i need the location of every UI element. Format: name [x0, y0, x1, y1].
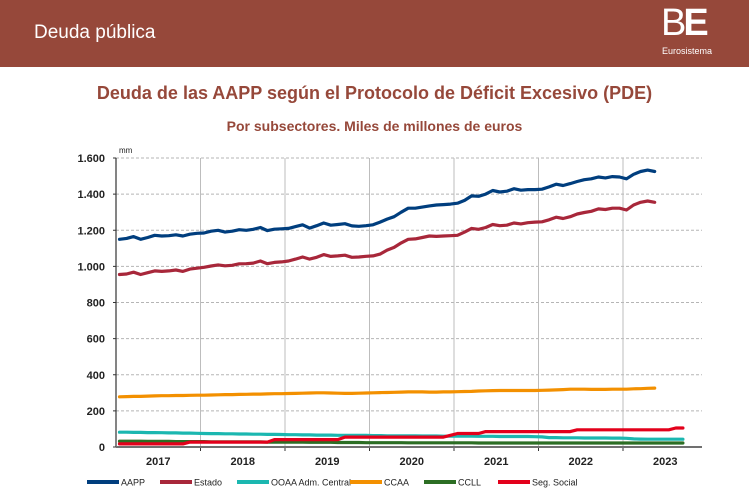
series-line-estado: [117, 199, 657, 277]
x-tick-label: 2023: [653, 456, 677, 468]
legend-item-ooaa-adm-central: OOAA Adm. Central: [237, 478, 351, 488]
legend-item-aapp: AAPP: [87, 478, 145, 488]
x-tick-label: 2017: [146, 456, 170, 468]
legend-item-seg-social: Seg. Social: [498, 478, 578, 488]
legend-item-ccaa: CCAA: [350, 478, 409, 488]
y-axis-unit-label: mm: [119, 146, 133, 155]
legend-label: Seg. Social: [532, 478, 578, 488]
logo-mark: BE: [661, 2, 709, 44]
chart-subtitle: Por subsectores. Miles de millones de eu…: [226, 118, 523, 134]
axes-layer: 0 200 400 600 800 1.000 1.200 1.400 1.600 mm 2017 2…: [77, 146, 702, 468]
legend-label: OOAA Adm. Central: [271, 478, 351, 488]
banco-de-espana-logo: BE Eurosistema: [660, 2, 730, 62]
legend-label: CCAA: [384, 478, 409, 488]
y-tick-label: 400: [87, 370, 105, 382]
x-tick-label: 2020: [400, 456, 424, 468]
series-layer: [117, 168, 685, 446]
legend: AAPP Estado OOAA Adm. Central CCAA CCLL Seg. …: [87, 478, 578, 488]
logo-subtitle: Eurosistema: [662, 46, 713, 56]
series-line-ccaa: [117, 386, 657, 399]
legend-item-estado: Estado: [160, 478, 222, 488]
y-tick-label: 1.400: [77, 189, 105, 201]
x-tick-label: 2019: [315, 456, 339, 468]
y-tick-label: 0: [99, 442, 105, 454]
legend-label: Estado: [194, 478, 222, 488]
x-tick-label: 2018: [231, 456, 255, 468]
y-tick-label: 1.200: [77, 225, 105, 237]
y-tick-label: 600: [87, 334, 105, 346]
y-tick-label: 1.600: [77, 153, 105, 165]
y-tick-label: 800: [87, 298, 105, 310]
chart-title: Deuda de las AAPP según el Protocolo de …: [96, 83, 653, 103]
y-tick-label: 1.000: [77, 261, 105, 273]
series-line-aapp: [117, 168, 657, 241]
series-line-seg-social: [117, 426, 685, 446]
x-tick-label: 2022: [569, 456, 593, 468]
page-title: Deuda pública: [34, 22, 156, 43]
x-tick-label: 2021: [484, 456, 508, 468]
legend-label: AAPP: [121, 478, 145, 488]
grid-layer: [116, 157, 702, 447]
y-tick-label: 200: [87, 406, 105, 418]
legend-item-ccll: CCLL: [424, 478, 481, 488]
header-bar: Deuda pública BE Eurosistema: [0, 0, 749, 67]
legend-label: CCLL: [458, 478, 481, 488]
